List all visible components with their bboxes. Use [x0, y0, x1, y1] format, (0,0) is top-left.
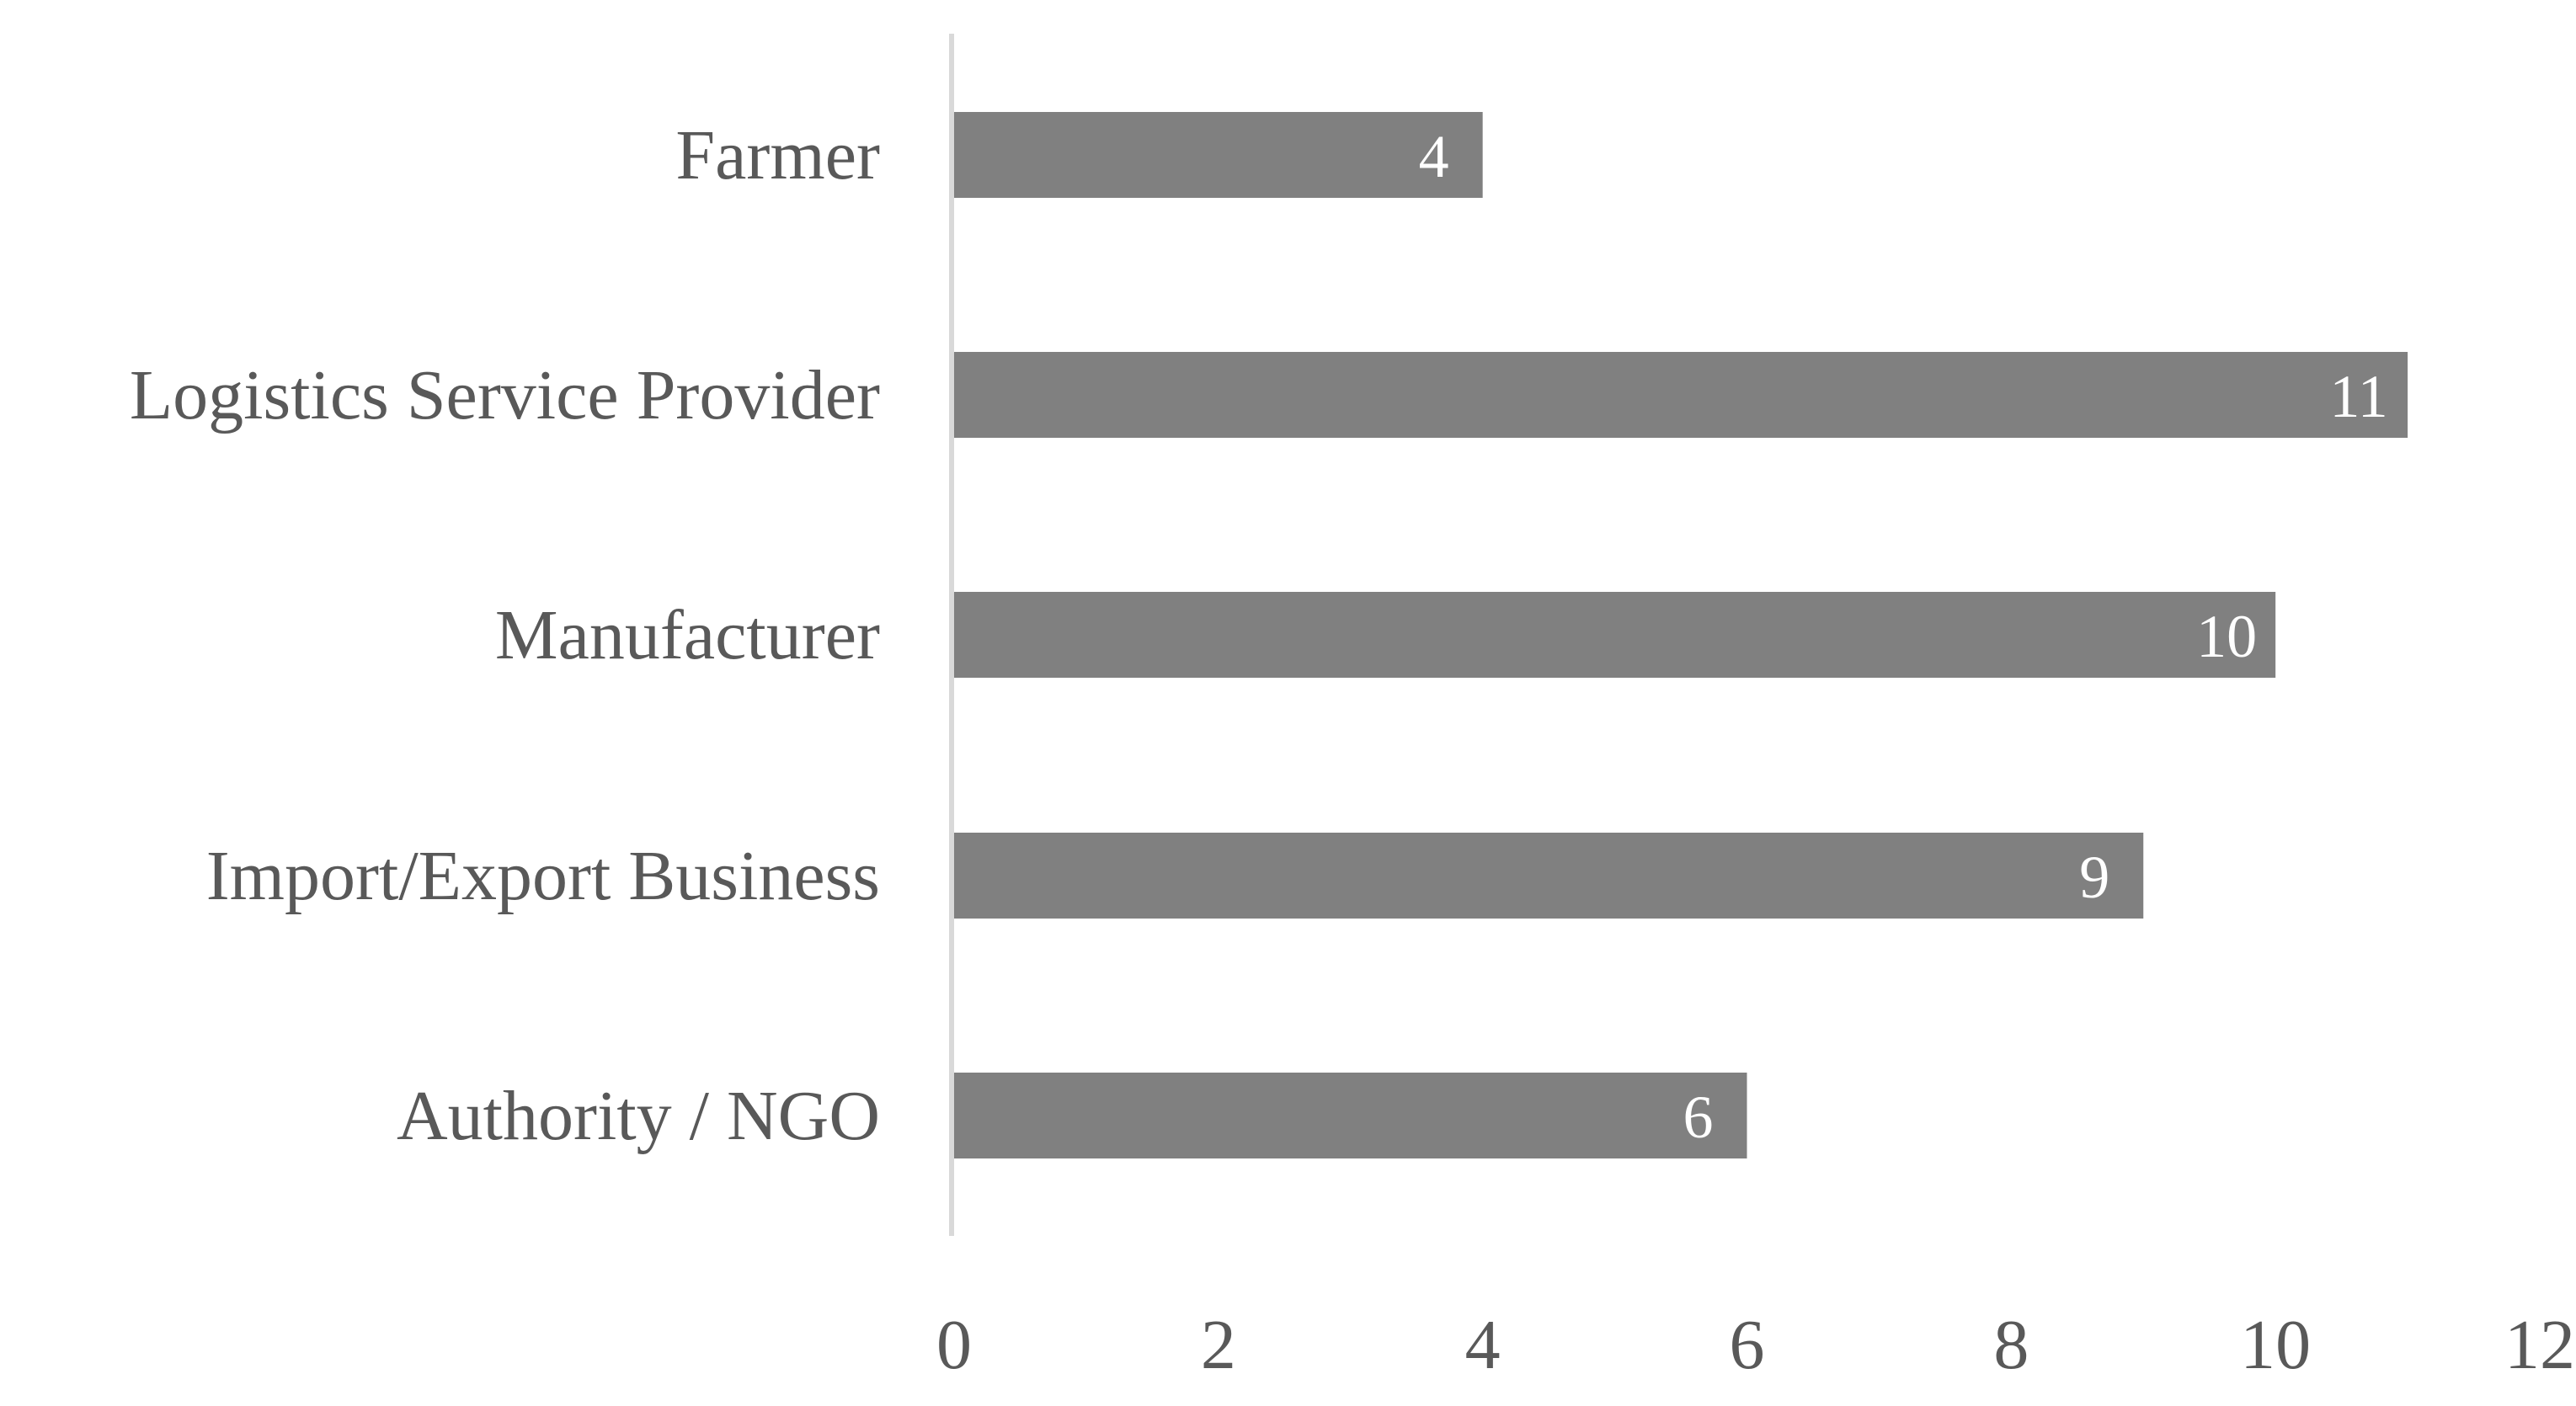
- tick-labels-layer: 0 2 4 6 8 10 12: [936, 1306, 2575, 1384]
- bars-layer: [954, 112, 2408, 1158]
- x-tick-label-6: 6: [1730, 1306, 1765, 1384]
- data-label-logistics-service-provider: 11: [2329, 363, 2387, 430]
- bar-manufacturer: [954, 592, 2276, 678]
- x-tick-label-12: 12: [2504, 1306, 2575, 1384]
- x-tick-label-10: 10: [2240, 1306, 2311, 1384]
- x-tick-label-8: 8: [1993, 1306, 2029, 1384]
- category-label-farmer: Farmer: [675, 116, 880, 194]
- data-label-import-export-business: 9: [2079, 844, 2109, 911]
- bar-farmer: [954, 112, 1483, 198]
- data-labels-layer: 4 11 10 9 6: [1419, 123, 2388, 1151]
- category-label-manufacturer: Manufacturer: [495, 596, 880, 674]
- category-label-import-export-business: Import/Export Business: [206, 837, 880, 915]
- category-label-logistics-service-provider: Logistics Service Provider: [130, 356, 880, 434]
- x-tick-label-4: 4: [1465, 1306, 1501, 1384]
- x-tick-label-0: 0: [936, 1306, 972, 1384]
- bar-authority-ngo: [954, 1073, 1747, 1158]
- category-labels-layer: Farmer Logistics Service Provider Manufact…: [130, 116, 880, 1155]
- x-tick-label-2: 2: [1201, 1306, 1236, 1384]
- bar-logistics-service-provider: [954, 352, 2408, 438]
- data-label-manufacturer: 10: [2196, 603, 2257, 670]
- category-label-authority-ngo: Authority / NGO: [397, 1077, 880, 1155]
- data-label-authority-ngo: 6: [1683, 1084, 1714, 1151]
- bar-import-export-business: [954, 833, 2144, 919]
- data-label-farmer: 4: [1419, 123, 1449, 190]
